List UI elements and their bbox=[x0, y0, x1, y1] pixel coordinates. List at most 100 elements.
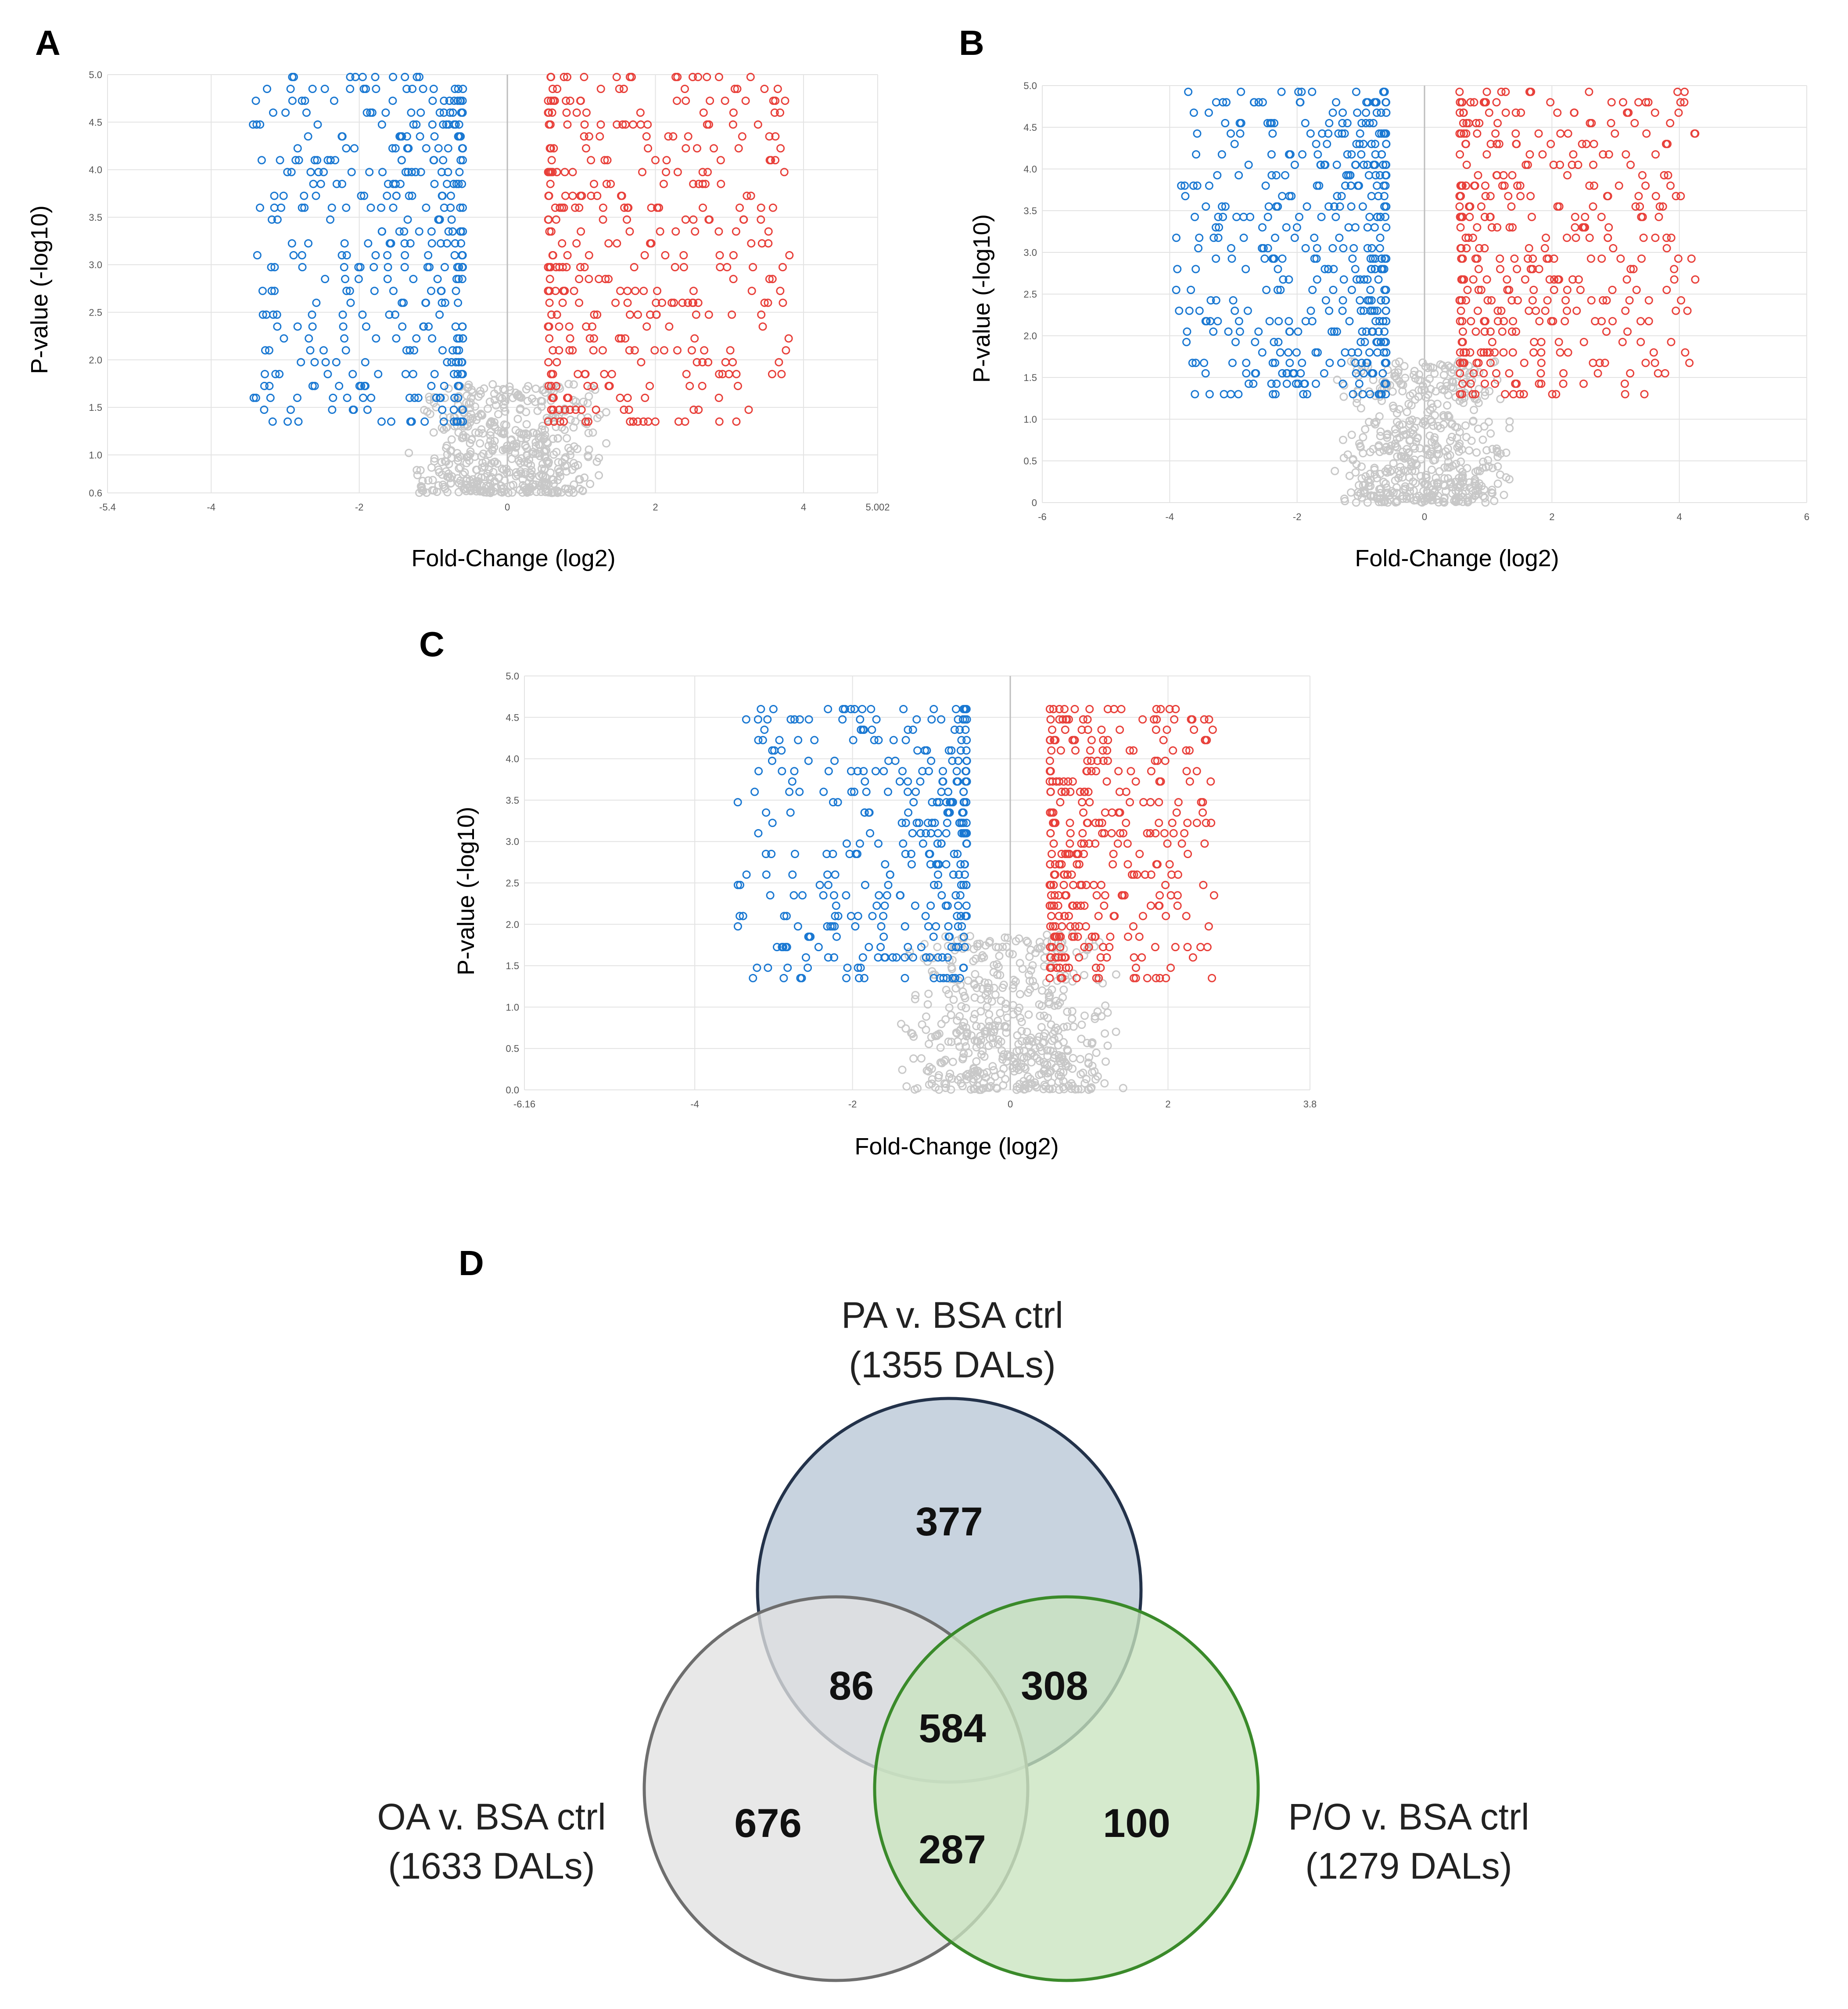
point-down bbox=[1173, 265, 1182, 273]
point-down bbox=[1369, 119, 1378, 127]
point-up bbox=[1082, 881, 1091, 889]
point-ns bbox=[1350, 357, 1359, 366]
point-up bbox=[1046, 736, 1055, 744]
point-up bbox=[646, 381, 654, 390]
point-down bbox=[397, 156, 406, 165]
point-down bbox=[293, 144, 302, 153]
point-down bbox=[1353, 108, 1362, 117]
point-ns bbox=[947, 1010, 955, 1019]
point-up bbox=[1681, 348, 1690, 357]
point-down bbox=[1338, 379, 1347, 388]
y-tick-label: 1.0 bbox=[89, 449, 102, 460]
point-ns bbox=[1378, 396, 1386, 405]
point-up bbox=[604, 239, 613, 248]
point-up bbox=[729, 275, 738, 284]
point-up bbox=[679, 263, 688, 272]
point-down bbox=[782, 912, 791, 920]
point-up bbox=[1061, 953, 1070, 962]
point-down bbox=[370, 287, 379, 295]
x-tick-label: 4 bbox=[1677, 511, 1682, 522]
point-up bbox=[736, 203, 744, 212]
point-down bbox=[1220, 390, 1228, 399]
point-up bbox=[1599, 150, 1608, 159]
point-down bbox=[883, 891, 891, 900]
point-up bbox=[714, 227, 723, 236]
point-up bbox=[1503, 275, 1511, 284]
point-up bbox=[1155, 891, 1164, 900]
point-up bbox=[1651, 359, 1659, 367]
point-up bbox=[548, 84, 557, 93]
point-down bbox=[398, 132, 406, 141]
point-up bbox=[1666, 181, 1675, 190]
point-down bbox=[920, 746, 929, 755]
point-up bbox=[1683, 306, 1692, 315]
point-down bbox=[337, 251, 346, 260]
point-down bbox=[1214, 234, 1223, 242]
point-up bbox=[1585, 181, 1594, 190]
point-ns bbox=[464, 452, 473, 460]
point-down bbox=[1239, 212, 1248, 221]
point-up bbox=[1152, 860, 1161, 869]
point-ns bbox=[1446, 436, 1455, 445]
point-up bbox=[1474, 265, 1483, 273]
point-up bbox=[625, 72, 634, 81]
point-up bbox=[606, 180, 615, 188]
point-down bbox=[298, 263, 307, 272]
y-tick-label: 0.5 bbox=[506, 1043, 519, 1054]
point-down bbox=[1367, 265, 1375, 273]
point-down bbox=[1175, 306, 1184, 315]
point-ns bbox=[1427, 465, 1436, 474]
point-ns bbox=[987, 997, 996, 1006]
point-down bbox=[1382, 338, 1390, 346]
point-up bbox=[1200, 839, 1209, 848]
point-ns bbox=[447, 446, 456, 455]
point-down bbox=[1227, 254, 1236, 263]
point-ns bbox=[1463, 464, 1471, 473]
point-down bbox=[829, 798, 837, 807]
point-down bbox=[847, 767, 855, 776]
point-ns bbox=[424, 476, 433, 485]
point-down bbox=[871, 767, 880, 776]
point-down bbox=[899, 839, 908, 848]
point-ns bbox=[904, 951, 913, 960]
point-ns bbox=[1069, 1022, 1078, 1031]
point-down bbox=[1379, 348, 1388, 357]
point-ns bbox=[497, 482, 506, 490]
point-ns bbox=[529, 448, 538, 456]
point-down bbox=[332, 358, 341, 367]
point-up bbox=[1106, 932, 1115, 941]
point-up bbox=[563, 72, 571, 81]
point-down bbox=[1370, 306, 1379, 315]
point-up bbox=[613, 120, 621, 129]
point-up bbox=[1087, 767, 1096, 776]
point-ns bbox=[595, 471, 603, 480]
point-down bbox=[362, 322, 370, 331]
x-tick-label: 4 bbox=[801, 502, 806, 513]
point-up bbox=[1543, 296, 1552, 305]
point-down bbox=[842, 974, 851, 982]
point-ns bbox=[1424, 390, 1432, 399]
point-ns bbox=[1439, 497, 1447, 506]
point-down bbox=[1351, 223, 1360, 232]
point-ns bbox=[531, 398, 540, 406]
point-ns bbox=[1345, 471, 1354, 480]
point-down bbox=[389, 203, 398, 212]
point-down bbox=[350, 144, 359, 153]
point-up bbox=[607, 370, 616, 378]
point-up bbox=[558, 239, 567, 248]
point-down bbox=[340, 263, 348, 272]
point-up bbox=[637, 358, 646, 367]
point-ns bbox=[937, 1020, 946, 1028]
point-up bbox=[1055, 777, 1064, 786]
point-down bbox=[1358, 202, 1367, 211]
point-up bbox=[1108, 808, 1116, 817]
point-down bbox=[956, 746, 965, 755]
y-axis-title-a: P-value (-log10) bbox=[26, 205, 53, 374]
x-axis-title-a: Fold-Change (log2) bbox=[411, 545, 615, 571]
point-up bbox=[1045, 901, 1054, 910]
point-down bbox=[283, 168, 292, 176]
point-up bbox=[1098, 746, 1107, 755]
point-up bbox=[1593, 369, 1602, 377]
point-up bbox=[1056, 746, 1065, 755]
point-down bbox=[855, 974, 864, 982]
